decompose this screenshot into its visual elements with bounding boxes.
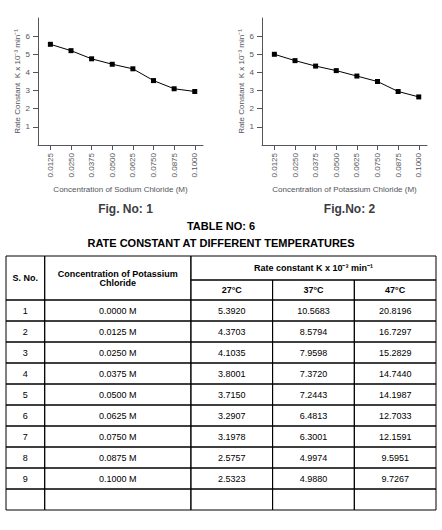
svg-text:1: 1 xyxy=(26,122,31,131)
svg-text:4.9974: 4.9974 xyxy=(300,453,328,463)
svg-text:4: 4 xyxy=(26,68,31,77)
svg-text:S. No.: S. No. xyxy=(13,273,39,283)
svg-text:0.0750 M: 0.0750 M xyxy=(99,432,137,442)
svg-text:10.5683: 10.5683 xyxy=(297,306,330,316)
svg-text:12.1591: 12.1591 xyxy=(379,432,412,442)
svg-text:5: 5 xyxy=(23,390,28,400)
svg-text:6.4813: 6.4813 xyxy=(300,411,328,421)
svg-text:Concentration of Sodium Chlori: Concentration of Sodium Chloride (M) xyxy=(53,185,188,194)
svg-text:0.0625 M: 0.0625 M xyxy=(99,411,137,421)
svg-text:0.1000: 0.1000 xyxy=(414,152,423,177)
svg-text:0.0500: 0.0500 xyxy=(332,152,341,177)
svg-text:9: 9 xyxy=(23,474,28,484)
svg-text:6: 6 xyxy=(23,411,28,421)
svg-text:8.5794: 8.5794 xyxy=(300,327,328,337)
svg-text:5: 5 xyxy=(26,50,31,59)
svg-text:6: 6 xyxy=(250,32,255,41)
svg-text:7.9598: 7.9598 xyxy=(300,348,328,358)
svg-text:0.0000 M: 0.0000 M xyxy=(99,306,137,316)
svg-text:3.7150: 3.7150 xyxy=(218,390,246,400)
svg-text:0.0125 M: 0.0125 M xyxy=(99,327,137,337)
svg-text:16.7297: 16.7297 xyxy=(379,327,412,337)
svg-text:0.0375 M: 0.0375 M xyxy=(99,369,137,379)
svg-text:RATE CONSTANT AT DIFFERENT TEM: RATE CONSTANT AT DIFFERENT TEMPERATURES xyxy=(87,237,354,249)
svg-text:14.1987: 14.1987 xyxy=(379,390,412,400)
svg-text:47°C: 47°C xyxy=(385,285,406,295)
svg-text:2.5757: 2.5757 xyxy=(218,453,246,463)
svg-text:Concentration of Potassium: Concentration of Potassium xyxy=(57,268,178,279)
svg-text:20.8196: 20.8196 xyxy=(379,306,412,316)
svg-text:4: 4 xyxy=(250,68,255,77)
svg-text:3: 3 xyxy=(26,86,31,95)
svg-text:0.0375: 0.0375 xyxy=(311,152,320,177)
svg-text:0.0375: 0.0375 xyxy=(87,152,96,177)
svg-text:1: 1 xyxy=(250,122,255,131)
svg-text:1: 1 xyxy=(23,306,28,316)
svg-text:Chloride: Chloride xyxy=(100,278,137,288)
svg-text:7: 7 xyxy=(23,432,28,442)
svg-text:0.1000: 0.1000 xyxy=(190,152,199,177)
svg-text:37°C: 37°C xyxy=(303,285,324,295)
svg-text:3: 3 xyxy=(250,86,255,95)
svg-text:0.0625: 0.0625 xyxy=(352,152,361,177)
svg-text:0.0250: 0.0250 xyxy=(291,152,300,177)
svg-text:0.0750: 0.0750 xyxy=(149,152,158,177)
svg-text:Concentration of Potassium Chl: Concentration of Potassium Chloride (M) xyxy=(272,185,417,194)
svg-text:0.0250: 0.0250 xyxy=(67,152,76,177)
svg-text:TABLE NO: 6: TABLE NO: 6 xyxy=(187,220,255,232)
svg-text:0.0500: 0.0500 xyxy=(108,152,117,177)
svg-text:4.9880: 4.9880 xyxy=(300,474,328,484)
svg-text:2: 2 xyxy=(26,104,31,113)
svg-text:0.0875: 0.0875 xyxy=(394,152,403,177)
svg-text:0.0875: 0.0875 xyxy=(170,152,179,177)
svg-text:9.5951: 9.5951 xyxy=(381,453,409,463)
svg-text:0.0125: 0.0125 xyxy=(270,152,279,177)
svg-text:2: 2 xyxy=(250,104,255,113)
svg-text:14.7440: 14.7440 xyxy=(379,369,412,379)
svg-text:6.3001: 6.3001 xyxy=(300,432,328,442)
svg-text:3.2907: 3.2907 xyxy=(218,411,246,421)
svg-text:Fig. No: 1: Fig. No: 1 xyxy=(98,202,153,216)
svg-text:8: 8 xyxy=(23,453,28,463)
svg-text:Fig.No: 2: Fig.No: 2 xyxy=(324,202,376,216)
svg-text:0.0625: 0.0625 xyxy=(128,152,137,177)
svg-text:7.3720: 7.3720 xyxy=(300,369,328,379)
svg-text:3: 3 xyxy=(23,348,28,358)
svg-text:5: 5 xyxy=(250,50,255,59)
svg-text:0.0875 M: 0.0875 M xyxy=(99,453,137,463)
svg-text:9.7267: 9.7267 xyxy=(381,474,409,484)
svg-text:3.1978: 3.1978 xyxy=(218,432,246,442)
svg-text:0.0500 M: 0.0500 M xyxy=(99,390,137,400)
svg-text:7.2443: 7.2443 xyxy=(300,390,328,400)
svg-text:2.5323: 2.5323 xyxy=(218,474,246,484)
svg-text:Rate Constant K x 10⁻³ min⁻¹: Rate Constant K x 10⁻³ min⁻¹ xyxy=(237,29,246,134)
svg-text:15.2829: 15.2829 xyxy=(379,348,412,358)
svg-text:12.7033: 12.7033 xyxy=(379,411,412,421)
svg-text:Rate constant K x 10⁻³ min⁻¹: Rate constant K x 10⁻³ min⁻¹ xyxy=(254,263,373,273)
svg-text:2: 2 xyxy=(23,327,28,337)
svg-text:0.0250 M: 0.0250 M xyxy=(99,348,137,358)
svg-text:0.0750: 0.0750 xyxy=(373,152,382,177)
svg-text:Rate Constant K x 10⁻³ min⁻¹: Rate Constant K x 10⁻³ min⁻¹ xyxy=(13,29,22,134)
svg-text:4: 4 xyxy=(23,369,28,379)
svg-text:0.1000 M: 0.1000 M xyxy=(99,474,137,484)
svg-text:3.8001: 3.8001 xyxy=(218,369,246,379)
svg-text:6: 6 xyxy=(26,32,31,41)
svg-text:4.3703: 4.3703 xyxy=(218,327,246,337)
svg-text:4.1035: 4.1035 xyxy=(218,348,246,358)
svg-text:5.3920: 5.3920 xyxy=(218,306,246,316)
svg-text:27°C: 27°C xyxy=(222,285,243,295)
svg-text:0.0125: 0.0125 xyxy=(46,152,55,177)
